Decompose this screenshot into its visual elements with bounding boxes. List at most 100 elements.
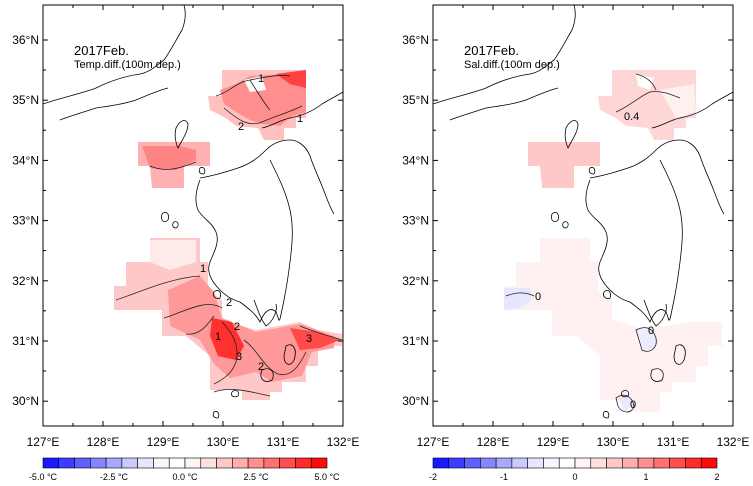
- sal-contour-label: 0: [648, 325, 654, 337]
- colorbar-label: -2.5 °C: [100, 472, 129, 482]
- colorbar-swatch: [42, 457, 60, 469]
- temp-contour: [299, 325, 343, 341]
- satsuma: [253, 299, 277, 327]
- sal-shade-tsushima: [528, 142, 600, 188]
- kagoshima-bay: [629, 299, 675, 323]
- temperature-coastline: [43, 5, 343, 419]
- salinity-colorbar: [432, 457, 718, 469]
- temp-shade-south-hot: [210, 318, 244, 360]
- colorbar-swatch: [700, 457, 718, 469]
- tanegashima: [283, 344, 296, 365]
- colorbar-swatch: [511, 457, 528, 469]
- temp-contour-label: 1: [297, 113, 303, 125]
- colorbar-swatch: [200, 457, 217, 469]
- temp-contour: [149, 161, 197, 170]
- koshiki: [213, 290, 221, 299]
- colorbar-swatch: [216, 457, 233, 469]
- temp-shade-south-pale: [150, 240, 196, 270]
- colorbar-label: -5.0 °C: [29, 472, 58, 482]
- colorbar-swatch: [90, 457, 107, 469]
- lat-tick-label: 32°N: [12, 274, 39, 288]
- colorbar-swatch: [121, 457, 138, 469]
- temperature-lat-labels: 30°N 31°N 32°N 33°N 34°N 35°N 36°N: [12, 33, 39, 408]
- colorbar-label: 1: [643, 472, 648, 482]
- temp-contour: [249, 79, 271, 111]
- lat-tick-label: 30°N: [12, 394, 39, 408]
- temp-contour: [243, 339, 307, 376]
- colorbar-swatch: [153, 457, 170, 469]
- colorbar-swatch: [653, 457, 670, 469]
- lon-tick-label: 128°E: [477, 435, 510, 449]
- colorbar-swatch: [74, 457, 91, 469]
- colorbar-swatch: [558, 457, 576, 469]
- colorbar-swatch: [495, 457, 513, 469]
- sal-shade-neg-south: [636, 326, 658, 352]
- kyushu-north: [589, 139, 725, 215]
- kyushu-east: [659, 159, 683, 301]
- sal-contour: [635, 327, 657, 352]
- lon-tick-label: 132°E: [327, 435, 360, 449]
- lat-tick-label: 32°N: [402, 274, 429, 288]
- satsuma: [643, 299, 667, 327]
- salinity-title: 2017Feb.: [464, 43, 519, 58]
- temp-contour: [185, 315, 215, 335]
- temperature-map: 127°E 128°E 129°E 130°E 131°E 132°E 30°N31°N3…: [12, 4, 360, 482]
- korea-coast: [433, 5, 576, 105]
- colorbar-swatch: [448, 457, 465, 469]
- lon-tick-label: 129°E: [537, 435, 570, 449]
- kyushu-west: [585, 179, 631, 303]
- tsushima-island: [174, 120, 189, 149]
- lon-tick-label: 132°E: [717, 435, 750, 449]
- temp-contour: [223, 105, 303, 125]
- temp-contour: [115, 275, 201, 301]
- temp-shade-south-hot2: [290, 328, 340, 350]
- sal-contour: [505, 292, 535, 297]
- lat-tick-label: 36°N: [12, 33, 39, 47]
- colorbar-swatch: [184, 457, 202, 469]
- korea-south-islands: [449, 87, 559, 121]
- lon-tick-label: 128°E: [87, 435, 120, 449]
- small-island: [602, 389, 629, 419]
- yakushima: [650, 368, 664, 382]
- temp-contour-label: 2: [226, 297, 232, 309]
- temp-shade-north-core: [220, 72, 306, 126]
- temp-contour-label: 2: [258, 361, 264, 373]
- lat-tick-label: 30°N: [402, 394, 429, 408]
- tanegashima: [673, 344, 686, 365]
- small-island: [212, 389, 239, 419]
- colorbar-swatch: [480, 457, 497, 469]
- sal-shade-north: [598, 70, 696, 140]
- lat-tick-label: 31°N: [402, 334, 429, 348]
- lat-tick-label: 34°N: [12, 153, 39, 167]
- salinity-coastline: [433, 5, 733, 419]
- temp-contour-label: 1: [258, 73, 264, 85]
- colorbar-swatch: [543, 457, 560, 469]
- colorbar-swatch: [574, 457, 592, 469]
- colorbar-swatch: [279, 457, 296, 469]
- temperature-lon-labels: 127°E 128°E 129°E 130°E 131°E 132°E: [27, 435, 360, 449]
- colorbar-swatch: [637, 457, 655, 469]
- sal-contour-label: 0: [535, 291, 541, 303]
- lat-tick-label: 34°N: [402, 153, 429, 167]
- colorbar-swatch: [247, 457, 265, 469]
- colorbar-swatch: [590, 457, 607, 469]
- lon-tick-label: 127°E: [27, 435, 60, 449]
- sal-contour: [615, 394, 635, 413]
- temperature-colorbar: [42, 457, 328, 469]
- lat-tick-label: 33°N: [402, 214, 429, 228]
- lat-tick-label: 31°N: [12, 334, 39, 348]
- temp-contour: [213, 321, 238, 385]
- temp-contour: [163, 304, 223, 319]
- lon-tick-label: 130°E: [207, 435, 240, 449]
- lon-tick-label: 130°E: [597, 435, 630, 449]
- sal-shade-neg-south2: [618, 394, 634, 412]
- sal-shade-south-large: [504, 238, 722, 412]
- koshiki: [603, 290, 611, 299]
- honshu-coast: [651, 91, 733, 129]
- colorbar-swatch: [464, 457, 481, 469]
- colorbar-swatch: [432, 457, 450, 469]
- sal-contour-label: 0.4: [624, 111, 639, 123]
- goto-islands: [551, 212, 569, 229]
- lat-tick-label: 35°N: [12, 93, 39, 107]
